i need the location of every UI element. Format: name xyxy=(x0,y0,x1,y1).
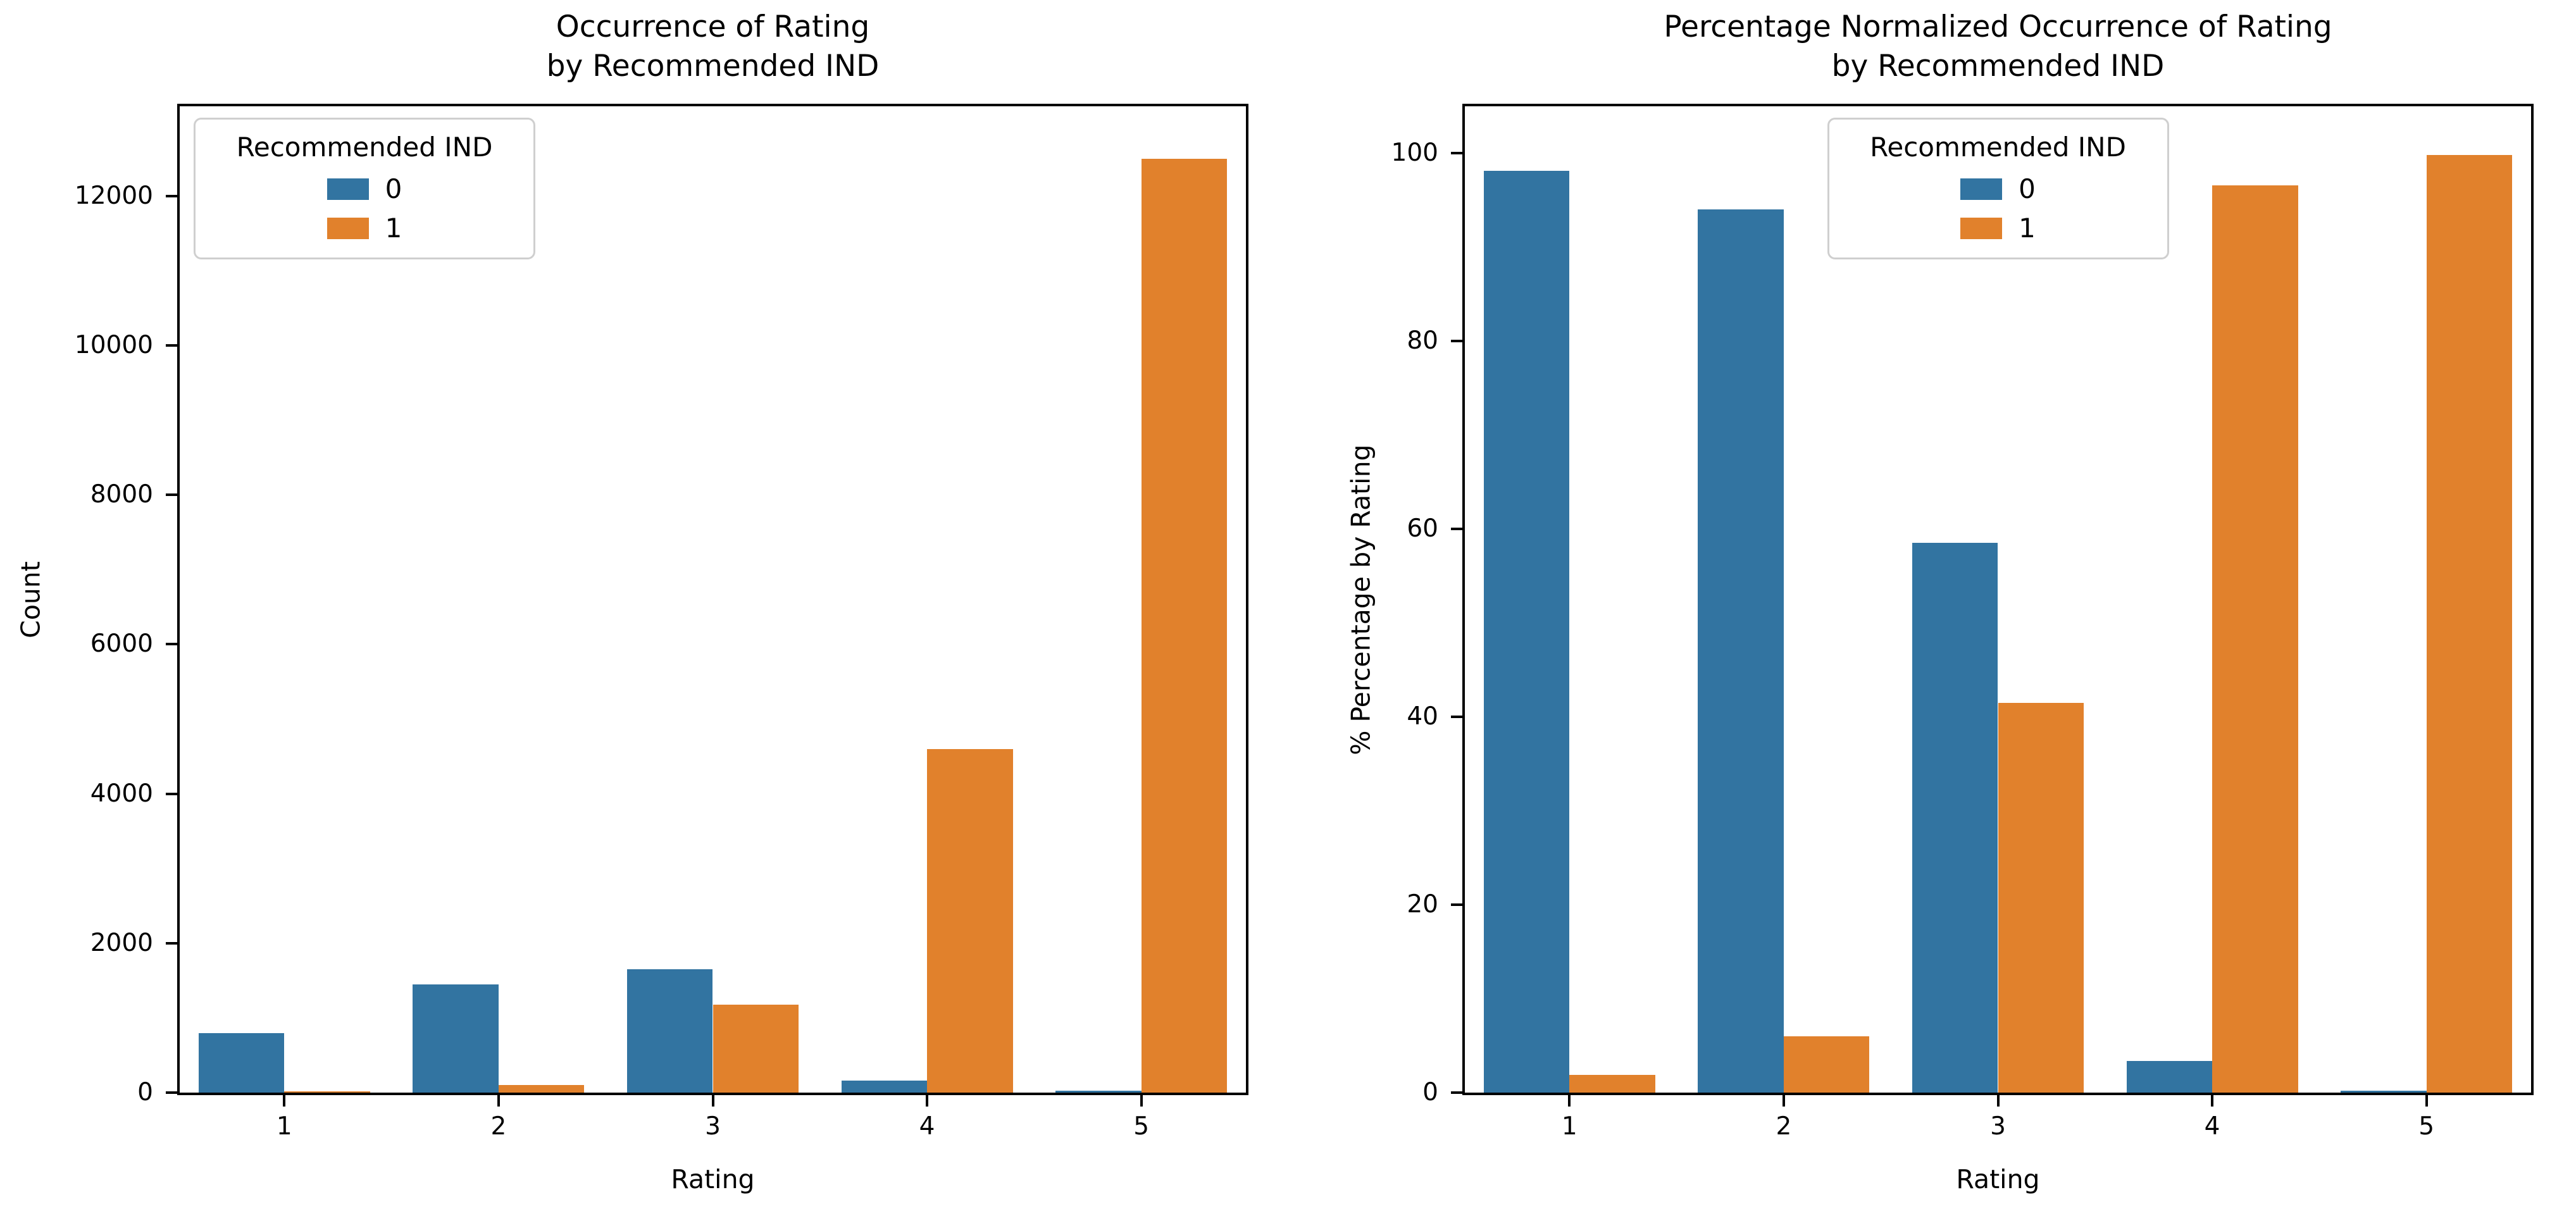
y-tick-label: 0 xyxy=(137,1078,153,1107)
y-tick-mark xyxy=(1451,340,1462,343)
legend-label: 0 xyxy=(385,173,402,204)
x-tick-label: 3 xyxy=(1990,1112,2006,1141)
x-tick-label: 2 xyxy=(1776,1112,1792,1141)
bar-rating5-rec1 xyxy=(1141,159,1228,1093)
x-axis-label: Rating xyxy=(671,1164,755,1194)
legend-row: 0 xyxy=(1847,174,2150,204)
y-tick-mark xyxy=(166,1091,177,1094)
x-tick-label: 4 xyxy=(919,1112,935,1141)
x-tick-label: 4 xyxy=(2204,1112,2220,1141)
y-tick-mark xyxy=(1451,528,1462,531)
legend-title: Recommended IND xyxy=(236,132,493,163)
bar-rating1-rec0 xyxy=(198,1033,285,1093)
y-tick-label: 12000 xyxy=(74,181,153,210)
bar-rating2-rec1 xyxy=(1783,1036,1870,1093)
x-tick-label: 3 xyxy=(705,1112,721,1141)
x-tick-mark xyxy=(1996,1095,2000,1107)
bar-rating3-rec1 xyxy=(1998,703,2084,1093)
y-tick-label: 8000 xyxy=(90,480,153,509)
y-tick-mark xyxy=(166,941,177,945)
y-tick-label: 60 xyxy=(1407,514,1438,543)
bar-rating4-rec1 xyxy=(2212,185,2298,1093)
bar-rating3-rec0 xyxy=(1912,543,1998,1093)
x-tick-label: 2 xyxy=(490,1112,507,1141)
x-tick-mark xyxy=(283,1095,286,1107)
legend: Recommended IND 0 1 xyxy=(1827,118,2169,259)
chart-title-line: by Recommended IND xyxy=(1831,49,2165,84)
chart-title-line: by Recommended IND xyxy=(546,49,880,84)
y-tick-label: 100 xyxy=(1391,139,1438,168)
bar-rating5-rec0 xyxy=(2341,1091,2427,1093)
y-tick-mark xyxy=(166,344,177,347)
y-tick-label: 6000 xyxy=(90,630,153,659)
x-tick-label: 5 xyxy=(2418,1112,2435,1141)
y-tick-mark xyxy=(166,792,177,795)
y-axis-label: % Percentage by Rating xyxy=(1345,443,1376,755)
legend: Recommended IND 0 1 xyxy=(194,118,535,259)
chart-title-line: Percentage Normalized Occurrence of Rati… xyxy=(1664,9,2332,44)
chart-title: Occurrence of Rating by Recommended IND xyxy=(177,8,1248,86)
x-axis-label: Rating xyxy=(1956,1164,2040,1194)
legend-label: 1 xyxy=(2019,213,2036,244)
x-tick-mark xyxy=(2425,1095,2428,1107)
legend-swatch-1 xyxy=(327,218,369,239)
x-tick-mark xyxy=(926,1095,929,1107)
bar-rating4-rec1 xyxy=(927,749,1013,1093)
y-tick-mark xyxy=(1451,1091,1462,1094)
legend-label: 0 xyxy=(2019,173,2036,204)
chart-title: Percentage Normalized Occurrence of Rati… xyxy=(1462,8,2534,86)
bar-rating4-rec0 xyxy=(841,1081,928,1093)
x-tick-label: 1 xyxy=(1561,1112,1577,1141)
x-tick-label: 5 xyxy=(1133,1112,1150,1141)
plot-area xyxy=(177,104,1248,1095)
x-tick-label: 1 xyxy=(276,1112,292,1141)
bar-rating2-rec1 xyxy=(498,1085,585,1093)
y-tick-label: 2000 xyxy=(90,928,153,957)
x-tick-mark xyxy=(1568,1095,1571,1107)
legend-swatch-0 xyxy=(327,178,369,200)
y-tick-label: 0 xyxy=(1422,1078,1438,1107)
bar-rating2-rec0 xyxy=(413,984,499,1093)
legend-label: 1 xyxy=(385,213,402,244)
legend-swatch-0 xyxy=(1960,178,2003,200)
y-tick-label: 20 xyxy=(1407,890,1438,919)
x-tick-mark xyxy=(1140,1095,1143,1107)
bar-rating4-rec0 xyxy=(2126,1061,2213,1093)
bar-rating3-rec1 xyxy=(712,1005,799,1093)
bar-rating3-rec0 xyxy=(627,969,713,1093)
legend-swatch-1 xyxy=(1960,218,2003,239)
y-tick-mark xyxy=(166,493,177,497)
y-tick-mark xyxy=(1451,152,1462,155)
y-tick-mark xyxy=(166,643,177,646)
bar-rating2-rec0 xyxy=(1698,209,1784,1093)
bar-rating1-rec1 xyxy=(1569,1075,1655,1093)
y-tick-label: 4000 xyxy=(90,779,153,808)
y-tick-mark xyxy=(1451,903,1462,907)
x-tick-mark xyxy=(2211,1095,2214,1107)
legend-title: Recommended IND xyxy=(1870,132,2126,163)
y-tick-mark xyxy=(1451,716,1462,719)
legend-row: 1 xyxy=(1847,213,2150,244)
x-tick-mark xyxy=(497,1095,500,1107)
legend-row: 0 xyxy=(213,174,516,204)
bar-rating5-rec0 xyxy=(1055,1091,1142,1093)
bar-rating1-rec1 xyxy=(284,1091,370,1093)
x-tick-mark xyxy=(711,1095,714,1107)
bar-rating1-rec0 xyxy=(1483,171,1570,1093)
y-tick-label: 80 xyxy=(1407,326,1438,356)
chart-title-line: Occurrence of Rating xyxy=(556,9,870,44)
legend-row: 1 xyxy=(213,213,516,244)
bar-rating5-rec1 xyxy=(2426,155,2513,1093)
y-tick-mark xyxy=(166,194,177,197)
y-tick-label: 10000 xyxy=(74,330,153,359)
x-tick-mark xyxy=(1782,1095,1785,1107)
y-axis-label: Count xyxy=(15,561,46,638)
y-tick-label: 40 xyxy=(1407,702,1438,731)
